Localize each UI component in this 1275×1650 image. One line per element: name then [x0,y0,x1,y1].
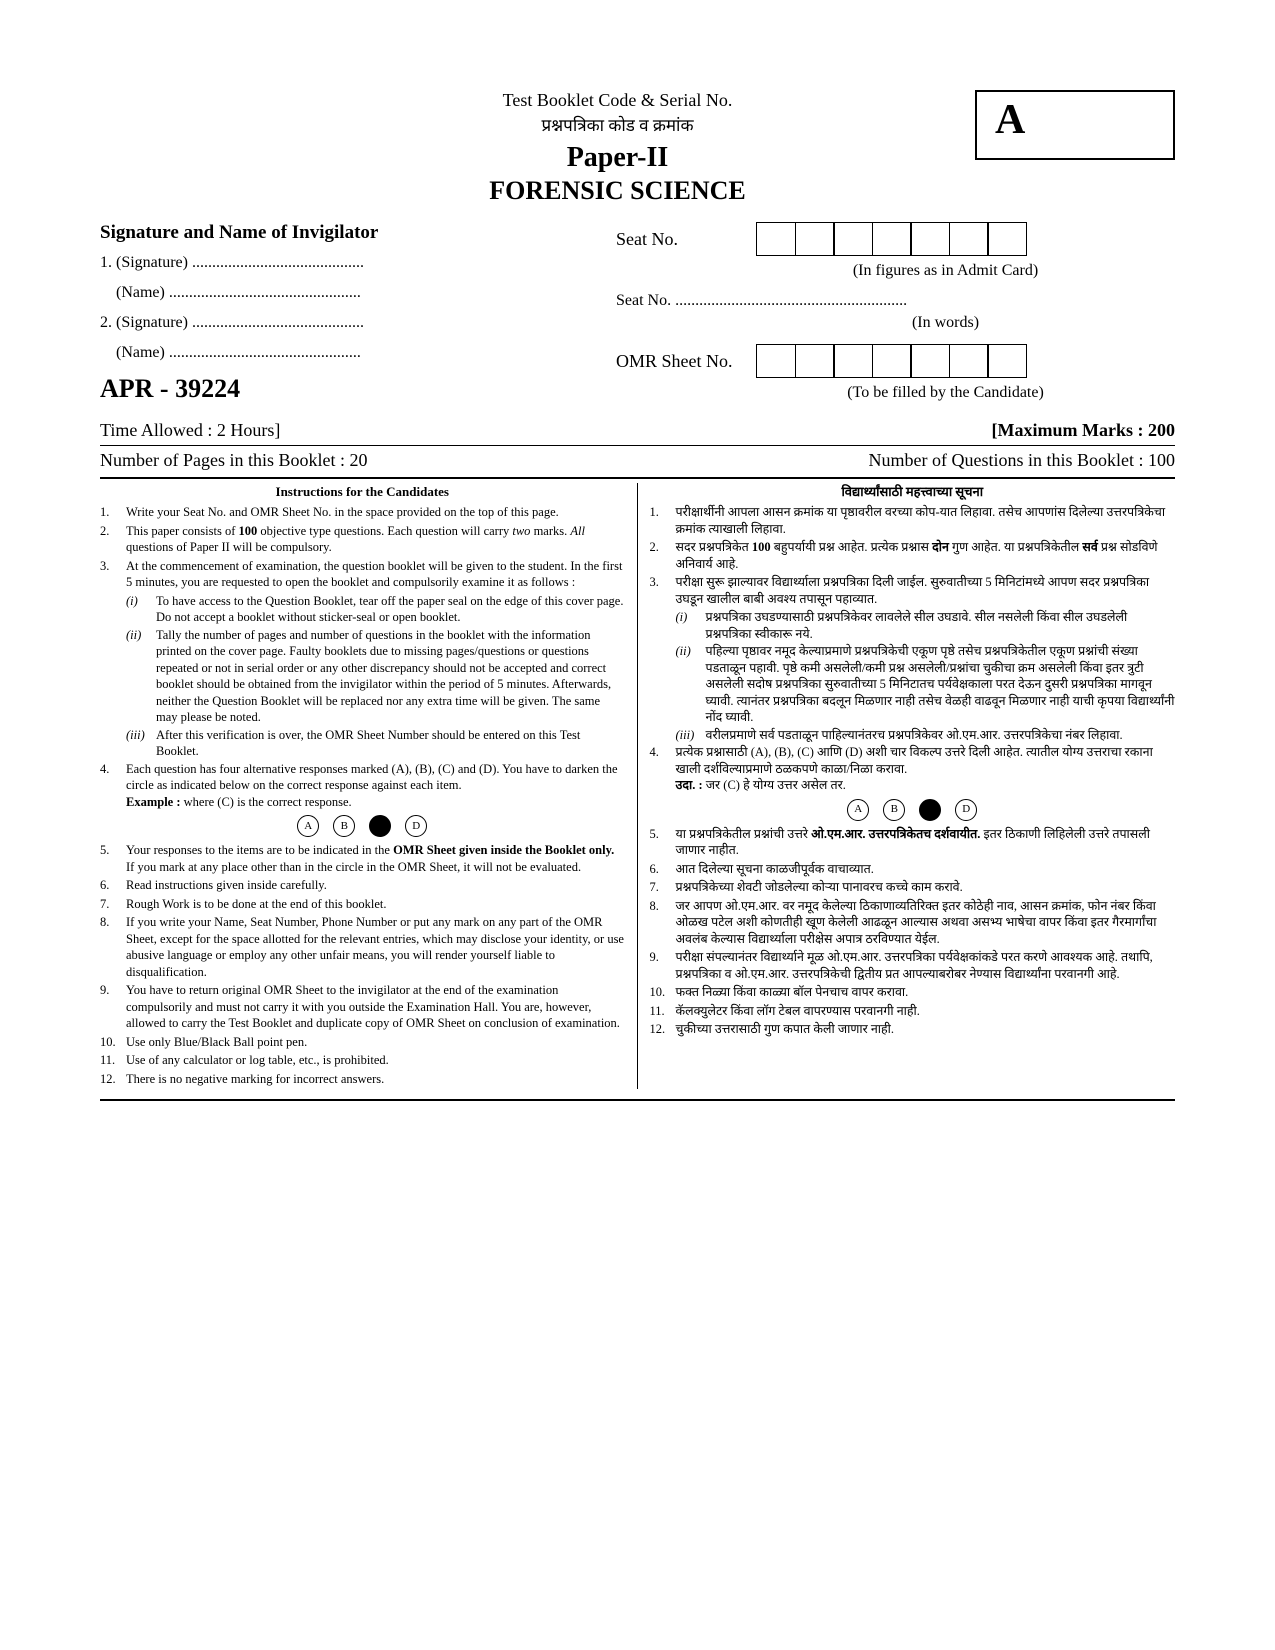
booklet-code-box: A [975,90,1175,160]
page-count: Number of Pages in this Booklet : 20 [100,450,367,471]
candidate-fill-note: (To be filled by the Candidate) [616,384,1175,402]
paper-code: APR - 39224 [100,374,616,404]
omr-label: OMR Sheet No. [616,351,756,372]
seat-no-label: Seat No. [616,229,756,250]
name-2: (Name) .................................… [100,344,616,362]
max-marks: [Maximum Marks : 200 [992,420,1175,441]
seat-words-line: Seat No. ...............................… [616,292,1175,310]
signature-2: 2. (Signature) .........................… [100,314,616,332]
code-label-en: Test Booklet Code & Serial No. [260,90,975,111]
code-label-mr: प्रश्नपत्रिका कोड व क्रमांक [260,113,975,136]
name-1: (Name) .................................… [100,284,616,302]
signature-1: 1. (Signature) .........................… [100,254,616,272]
question-count: Number of Questions in this Booklet : 10… [869,450,1175,471]
seat-no-boxes [756,222,1027,256]
subject-title: FORENSIC SCIENCE [260,176,975,206]
seat-words-note: (In words) [616,314,1175,332]
instructions-english: Instructions for the Candidates 1.Write … [100,483,638,1089]
omr-boxes [756,344,1027,378]
invigilator-heading: Signature and Name of Invigilator [100,222,616,244]
paper-number: Paper-II [260,142,975,174]
instructions-marathi: विद्यार्थ्यांसाठी महत्त्वाच्या सूचना 1.प… [638,483,1176,1089]
time-allowed: Time Allowed : 2 Hours] [100,420,280,441]
seat-figures-note: (In figures as in Admit Card) [616,262,1175,280]
